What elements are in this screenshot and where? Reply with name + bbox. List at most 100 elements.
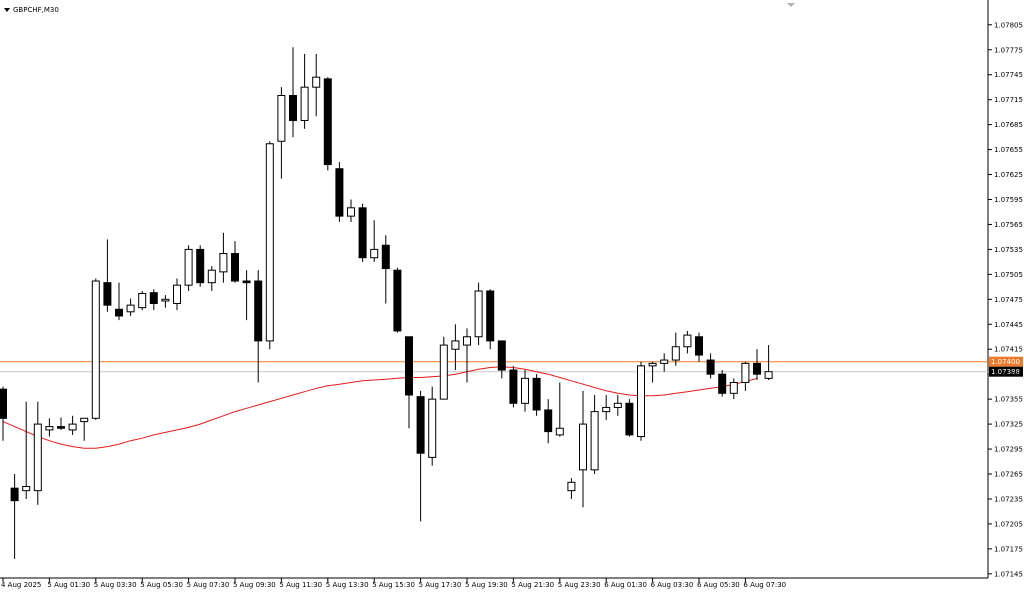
bear-candle[interactable]	[486, 289, 495, 350]
bear-candle[interactable]	[405, 336, 413, 429]
bull-candle[interactable]	[764, 345, 773, 381]
y-tick-label: 1.07145	[994, 570, 1023, 578]
bear-candle[interactable]	[149, 289, 158, 311]
bull-candle[interactable]	[613, 394, 622, 416]
bull-candle[interactable]	[579, 390, 587, 508]
bull-candle[interactable]	[660, 353, 669, 372]
price-level-badge	[989, 356, 1023, 367]
bull-candle[interactable]	[265, 141, 274, 350]
bull-candle[interactable]	[300, 53, 309, 129]
bear-candle[interactable]	[393, 267, 402, 333]
bear-candle[interactable]	[753, 349, 761, 381]
bear-candle[interactable]	[103, 239, 112, 312]
price-level-badge	[989, 366, 1023, 377]
candle-body	[660, 359, 669, 364]
bear-candle[interactable]	[497, 340, 506, 379]
bull-candle[interactable]	[671, 332, 680, 366]
x-tick-label: 5 Aug 19:30	[465, 581, 508, 589]
bear-candle[interactable]	[231, 241, 239, 283]
x-tick-label: 5 Aug 15:30	[372, 581, 415, 589]
bear-candle[interactable]	[254, 270, 263, 383]
bull-candle[interactable]	[173, 278, 181, 311]
bull-candle[interactable]	[637, 361, 645, 441]
bear-candle[interactable]	[57, 417, 65, 430]
bull-candle[interactable]	[463, 328, 471, 383]
candle-body	[277, 95, 286, 142]
bull-candle[interactable]	[439, 336, 448, 400]
chart-title: GBPCHF,M30	[13, 6, 59, 14]
x-tick-label: 5 Aug 07:30	[187, 581, 230, 589]
candle-body	[126, 304, 135, 313]
bull-candle[interactable]	[567, 478, 576, 499]
bear-candle[interactable]	[0, 386, 7, 441]
candle-body	[393, 269, 402, 332]
bull-candle[interactable]	[312, 53, 321, 117]
bear-candle[interactable]	[323, 77, 332, 171]
y-tick-label: 1.07625	[994, 171, 1023, 179]
bear-candle[interactable]	[289, 47, 297, 138]
candle-body	[335, 168, 344, 217]
bear-candle[interactable]	[335, 162, 344, 222]
candle-body	[347, 207, 355, 217]
bull-candle[interactable]	[277, 87, 286, 179]
y-tick-label: 1.07205	[994, 520, 1023, 528]
bull-candle[interactable]	[33, 401, 42, 505]
bear-candle[interactable]	[509, 365, 518, 408]
y-tick-label: 1.07415	[994, 346, 1023, 354]
bull-candle[interactable]	[138, 291, 147, 311]
candle-body	[289, 95, 297, 121]
bull-candle[interactable]	[451, 324, 460, 371]
y-tick-label: 1.07265	[994, 471, 1023, 479]
candle-body	[242, 280, 251, 284]
candle-body	[57, 426, 65, 429]
bear-candle[interactable]	[358, 203, 367, 262]
candle-body	[729, 382, 738, 394]
bull-candle[interactable]	[602, 394, 611, 420]
bull-candle[interactable]	[428, 386, 437, 466]
candle-body	[544, 409, 553, 433]
candle-body	[648, 362, 657, 367]
bear-candle[interactable]	[706, 353, 715, 379]
bull-candle[interactable]	[68, 415, 77, 435]
bull-candle[interactable]	[161, 295, 170, 308]
bull-candle[interactable]	[474, 282, 483, 346]
candle-body	[254, 280, 263, 342]
x-tick-label: 5 Aug 05:30	[140, 581, 183, 589]
bear-candle[interactable]	[416, 390, 425, 522]
bull-candle[interactable]	[590, 394, 599, 475]
scroll-marker-icon[interactable]	[787, 3, 795, 7]
triangle-down-icon[interactable]	[4, 8, 10, 12]
bear-candle[interactable]	[10, 474, 19, 559]
bear-candle[interactable]	[532, 374, 541, 416]
bear-candle[interactable]	[115, 282, 123, 321]
bull-candle[interactable]	[683, 330, 692, 354]
bear-candle[interactable]	[625, 399, 634, 437]
bull-candle[interactable]	[741, 361, 750, 391]
bear-candle[interactable]	[695, 332, 703, 362]
bull-candle[interactable]	[729, 378, 738, 400]
bear-candle[interactable]	[242, 270, 251, 321]
bull-candle[interactable]	[80, 417, 89, 441]
y-tick-label: 1.07445	[994, 321, 1023, 329]
candle-body	[10, 487, 19, 502]
bull-candle[interactable]	[126, 298, 135, 316]
bull-candle[interactable]	[370, 220, 379, 262]
bull-candle[interactable]	[648, 361, 657, 383]
bull-candle[interactable]	[219, 232, 228, 283]
bull-candle[interactable]	[347, 199, 355, 222]
bull-candle[interactable]	[91, 278, 100, 420]
y-tick-label: 1.07475	[994, 296, 1023, 304]
bull-candle[interactable]	[207, 266, 216, 291]
bull-candle[interactable]	[521, 370, 529, 412]
bear-candle[interactable]	[196, 245, 205, 287]
bull-candle[interactable]	[45, 418, 54, 437]
bull-candle[interactable]	[555, 382, 564, 437]
bull-candle[interactable]	[184, 245, 193, 291]
bull-candle[interactable]	[22, 401, 31, 499]
candle-body	[33, 423, 42, 492]
bear-candle[interactable]	[544, 399, 553, 444]
bear-candle[interactable]	[381, 235, 390, 304]
x-tick-label: 5 Aug 23:30	[558, 581, 601, 589]
bear-candle[interactable]	[718, 370, 727, 397]
